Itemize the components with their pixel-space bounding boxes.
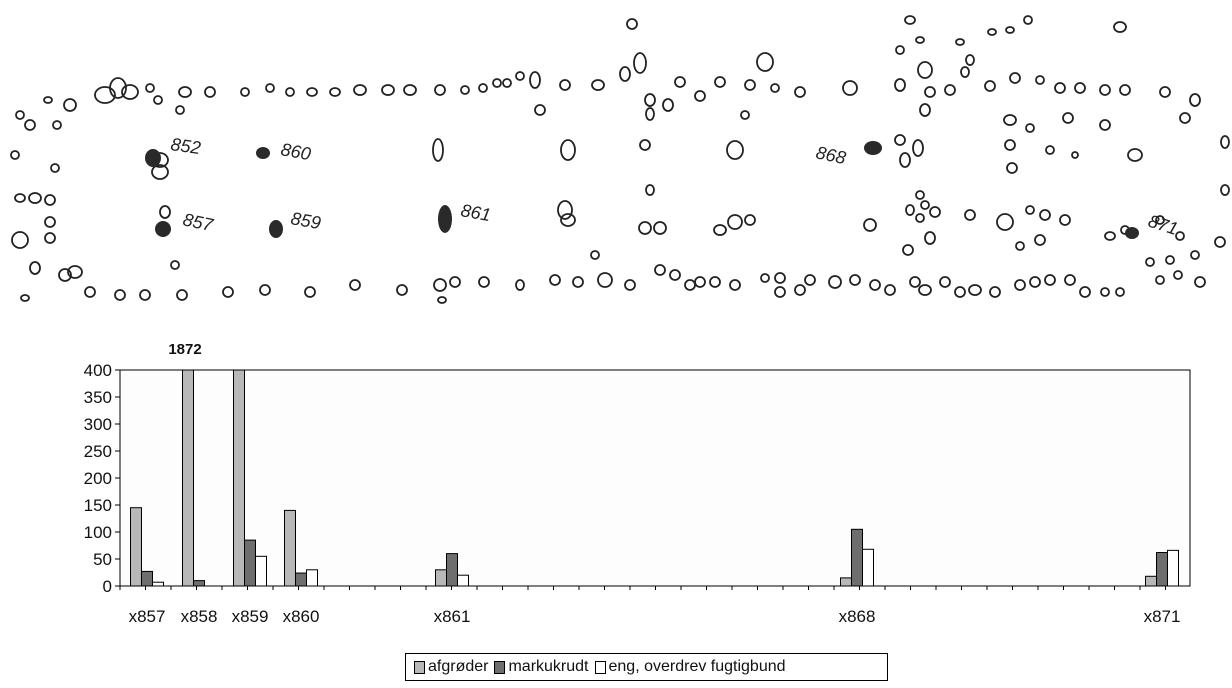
post-label: 868 <box>814 142 848 168</box>
x-tick-label: x859 <box>232 607 269 626</box>
post-label: 857 <box>181 209 216 235</box>
legend-item-afgroder: afgrøder <box>414 658 488 676</box>
bar-x857-s1 <box>141 570 153 587</box>
legend-swatch-afgroder <box>414 660 425 674</box>
x-tick-label: x858 <box>181 607 218 626</box>
bar-x861-s1 <box>446 553 458 587</box>
bar-x860-s0 <box>284 509 296 587</box>
bar-x859-s0 <box>233 369 245 587</box>
post-label: 860 <box>279 139 312 164</box>
bar-x868-s1 <box>851 528 863 587</box>
x-tick-label: x860 <box>283 607 320 626</box>
bar-x860-s1 <box>295 572 307 587</box>
post-label: 871 <box>1146 211 1181 239</box>
post-label: 859 <box>289 208 322 233</box>
legend-label-afgroder: afgrøder <box>428 658 489 675</box>
y-tick-label: 0 <box>103 577 112 596</box>
bar-x871-s0 <box>1145 575 1157 587</box>
post-label: 861 <box>459 200 492 225</box>
legend-label-eng: eng, overdrev fugtigbund <box>608 658 786 675</box>
legend-item-eng: eng, overdrev fugtigbund <box>594 658 786 676</box>
bar-x857-s2 <box>152 581 164 587</box>
x-tick-label: x861 <box>434 607 471 626</box>
chart-legend: afgrøder markukrudt eng, overdrev fugtig… <box>405 653 888 681</box>
bar-x857-s0 <box>130 507 142 587</box>
y-tick-label: 250 <box>84 442 112 461</box>
y-tick-label: 100 <box>84 523 112 542</box>
legend-swatch-eng <box>594 660 606 674</box>
clipped-value-label: 1872 <box>168 341 201 358</box>
bar-x868-s0 <box>840 577 852 587</box>
bar-x861-s2 <box>457 574 469 587</box>
excavation-plan: 852 860 868 857 859 861 871 <box>10 15 1230 304</box>
bar-x858-s0 <box>182 369 194 587</box>
bar-x860-s2 <box>306 569 318 587</box>
x-tick-label: x857 <box>129 607 166 626</box>
legend-swatch-markukrudt <box>494 660 506 674</box>
postholes-group <box>10 15 1230 304</box>
plot-area <box>119 369 1191 587</box>
bar-x868-s2 <box>862 548 874 587</box>
x-tick-label: x868 <box>839 607 876 626</box>
bar-x861-s0 <box>435 569 447 587</box>
y-tick-label: 150 <box>84 496 112 515</box>
x-tick-label: x871 <box>1144 607 1181 626</box>
bar-x871-s1 <box>1156 552 1168 587</box>
y-tick-label: 300 <box>84 415 112 434</box>
bar-x858-s1 <box>193 580 205 587</box>
bar-chart: 0 50 100 150 200 250 300 350 400 x857 x858 x859 x860… <box>84 341 1191 626</box>
y-tick-label: 400 <box>84 361 112 380</box>
bar-x859-s2 <box>255 555 267 587</box>
legend-label-markukrudt: markukrudt <box>508 658 589 675</box>
post-label: 852 <box>169 134 202 158</box>
y-tick-label: 350 <box>84 388 112 407</box>
legend-item-markukrudt: markukrudt <box>494 658 589 676</box>
bar-x859-s1 <box>244 539 256 587</box>
bar-x871-s2 <box>1167 549 1179 587</box>
y-tick-label: 50 <box>93 550 112 569</box>
sampled-postholes-group <box>145 141 1139 239</box>
y-tick-label: 200 <box>84 469 112 488</box>
